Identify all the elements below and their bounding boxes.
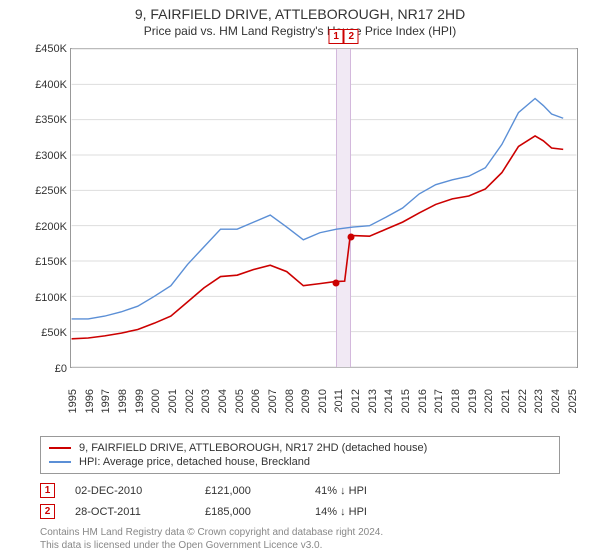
sale-dot-1 <box>333 279 340 286</box>
legend-row-property: 9, FAIRFIELD DRIVE, ATTLEBOROUGH, NR17 2… <box>49 441 551 455</box>
sale-date-2: 28-OCT-2011 <box>75 506 185 518</box>
legend-label-hpi: HPI: Average price, detached house, Brec… <box>79 456 310 468</box>
chart-header: 9, FAIRFIELD DRIVE, ATTLEBOROUGH, NR17 2… <box>0 0 600 40</box>
x-axis-tick: 2008 <box>284 389 296 413</box>
x-axis-tick: 2006 <box>250 389 262 413</box>
x-axis-tick: 2003 <box>200 389 212 413</box>
y-axis-tick: £100K <box>27 292 67 304</box>
y-axis-tick: £350K <box>27 114 67 126</box>
sale-price-2: £185,000 <box>205 506 295 518</box>
sale-diff-1: 41% ↓ HPI <box>315 485 435 497</box>
y-axis-tick: £0 <box>27 363 67 375</box>
x-axis-tick: 1997 <box>100 389 112 413</box>
x-axis-tick: 2020 <box>483 389 495 413</box>
x-axis-tick: 2002 <box>184 389 196 413</box>
x-axis-tick: 2018 <box>450 389 462 413</box>
x-axis-tick: 2023 <box>533 389 545 413</box>
y-axis-tick: £400K <box>27 79 67 91</box>
chart-title: 9, FAIRFIELD DRIVE, ATTLEBOROUGH, NR17 2… <box>0 6 600 22</box>
legend-swatch-property <box>49 447 71 449</box>
x-axis-tick: 2024 <box>550 389 562 413</box>
x-axis-tick: 2015 <box>400 389 412 413</box>
sale-marker-chart-1: 1 <box>329 29 344 44</box>
x-axis-tick: 2017 <box>433 389 445 413</box>
plot-region: £0£50K£100K£150K£200K£250K£300K£350K£400… <box>70 48 578 368</box>
x-axis-tick: 2011 <box>333 389 345 413</box>
sale-diff-2: 14% ↓ HPI <box>315 506 435 518</box>
x-axis-tick: 2016 <box>417 389 429 413</box>
x-axis-tick: 2025 <box>567 389 579 413</box>
x-axis-tick: 2019 <box>467 389 479 413</box>
y-axis-tick: £50K <box>27 327 67 339</box>
x-axis-tick: 2013 <box>367 389 379 413</box>
x-axis-tick: 2004 <box>217 389 229 413</box>
sale-dot-2 <box>348 234 355 241</box>
x-axis-tick: 1996 <box>84 389 96 413</box>
sale-date-1: 02-DEC-2010 <box>75 485 185 497</box>
sale-row-1: 1 02-DEC-2010 £121,000 41% ↓ HPI <box>40 480 560 501</box>
sale-marker-chart-2: 2 <box>344 29 359 44</box>
x-axis-tick: 1998 <box>117 389 129 413</box>
legend-label-property: 9, FAIRFIELD DRIVE, ATTLEBOROUGH, NR17 2… <box>79 442 427 454</box>
x-axis-tick: 2009 <box>300 389 312 413</box>
x-axis-tick: 2022 <box>517 389 529 413</box>
x-axis-tick: 2021 <box>500 389 512 413</box>
line-series <box>71 49 577 367</box>
y-axis-tick: £450K <box>27 43 67 55</box>
x-axis-tick: 2005 <box>234 389 246 413</box>
x-axis-tick: 1999 <box>134 389 146 413</box>
chart-subtitle: Price paid vs. HM Land Registry's House … <box>0 24 600 38</box>
x-axis-tick: 2001 <box>167 389 179 413</box>
x-axis-tick: 2014 <box>383 389 395 413</box>
legend-swatch-hpi <box>49 461 71 463</box>
footer-attribution: Contains HM Land Registry data © Crown c… <box>40 526 560 552</box>
sale-marker-box-2: 2 <box>40 504 55 519</box>
sale-marker-box-1: 1 <box>40 483 55 498</box>
x-axis-tick: 1995 <box>67 389 79 413</box>
x-axis-tick: 2000 <box>150 389 162 413</box>
sale-row-2: 2 28-OCT-2011 £185,000 14% ↓ HPI <box>40 501 560 522</box>
y-axis-tick: £150K <box>27 256 67 268</box>
y-axis-tick: £250K <box>27 185 67 197</box>
sales-table: 1 02-DEC-2010 £121,000 41% ↓ HPI 2 28-OC… <box>40 480 560 522</box>
legend: 9, FAIRFIELD DRIVE, ATTLEBOROUGH, NR17 2… <box>40 436 560 474</box>
y-axis-tick: £200K <box>27 221 67 233</box>
y-axis-tick: £300K <box>27 150 67 162</box>
footer-line-1: Contains HM Land Registry data © Crown c… <box>40 526 560 539</box>
x-axis-tick: 2010 <box>317 389 329 413</box>
legend-row-hpi: HPI: Average price, detached house, Brec… <box>49 455 551 469</box>
x-axis-tick: 2012 <box>350 389 362 413</box>
sale-price-1: £121,000 <box>205 485 295 497</box>
chart-area: £0 £50K £100K £150K £200K £250K £300K £350K £400… <box>30 48 590 398</box>
footer-line-2: This data is licensed under the Open Gov… <box>40 539 560 552</box>
x-axis-tick: 2007 <box>267 389 279 413</box>
